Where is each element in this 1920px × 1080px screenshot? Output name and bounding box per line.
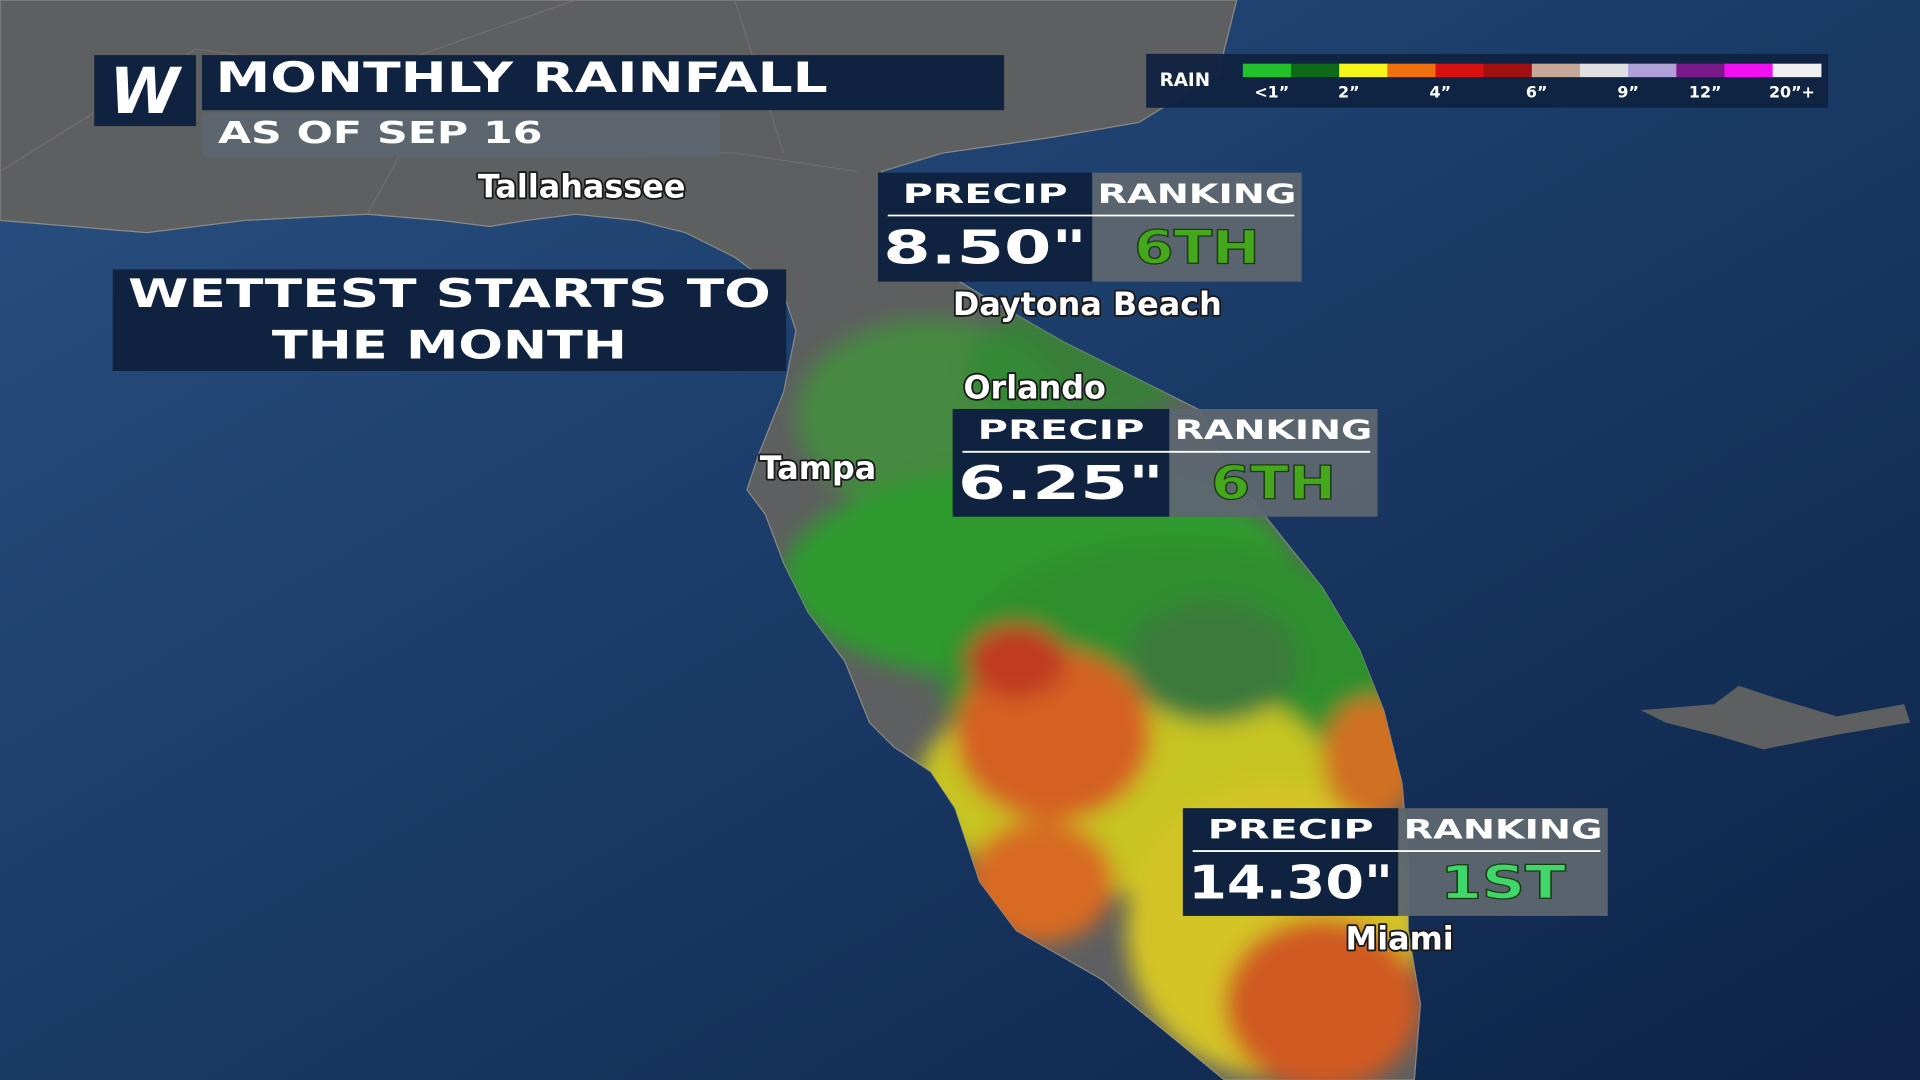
legend-tick-label: 4” (1430, 83, 1452, 102)
legend-swatch (1628, 63, 1677, 78)
ranking-value: 6TH (1134, 221, 1260, 275)
precip-cell (952, 408, 1170, 517)
island (1640, 685, 1911, 750)
city-label: Orlando (963, 368, 1105, 406)
legend-tick-label: 20”+ (1769, 83, 1815, 102)
ranking-value: 1ST (1440, 855, 1566, 909)
legend-scale: <1” 2” 4” 6” 9” 12” 20”+ (1242, 63, 1822, 102)
city-label: Daytona Beach (953, 285, 1222, 323)
stat-boxes: PRECIP RANKING 8.50" 6TH PRECIP RANKING 6.25" 6… (877, 172, 1608, 916)
rain-field (783, 306, 1421, 1080)
legend-tick-label: 12” (1689, 83, 1722, 102)
subtitle: AS OF SEP 16 (218, 116, 542, 151)
legend-tick-label: 9” (1617, 83, 1639, 102)
legend-box (1146, 53, 1829, 108)
subtitle-bar (202, 112, 720, 157)
stat-box: PRECIP RANKING 14.30" 1ST (1182, 808, 1608, 916)
precip-label: PRECIP (1208, 814, 1374, 845)
ranking-cell (1169, 408, 1378, 517)
precip-value: 14.30" (1188, 855, 1393, 909)
rain-area (967, 624, 1066, 698)
callout-box (112, 269, 787, 372)
legend-swatch (1435, 63, 1485, 78)
precip-cell (877, 172, 1093, 282)
precip-value: 6.25" (958, 456, 1164, 510)
ranking-value: 6TH (1211, 456, 1336, 510)
ranking-cell (1398, 808, 1608, 916)
stat-box: PRECIP RANKING 8.50" 6TH (877, 172, 1302, 282)
precip-value: 8.50" (883, 221, 1087, 275)
city-label: Tallahassee (478, 168, 686, 206)
precip-cell (1182, 808, 1399, 916)
legend-swatch (1580, 63, 1629, 78)
callout-line: THE MONTH (272, 323, 627, 368)
precip-label: PRECIP (903, 179, 1068, 210)
rain-area (1224, 918, 1421, 1080)
ranking-cell (1092, 172, 1302, 282)
legend-swatch (1531, 63, 1581, 78)
legend-swatch (1772, 63, 1822, 78)
legend-swatch (1483, 63, 1533, 78)
legend-label: RAIN (1160, 70, 1211, 91)
ranking-label: RANKING (1097, 179, 1296, 210)
logo-box (94, 55, 196, 127)
legend-tick-label: <1” (1254, 83, 1289, 102)
precip-label: PRECIP (978, 415, 1145, 446)
legend-swatch (1387, 63, 1437, 78)
legend-tick-label: 2” (1338, 83, 1360, 102)
stat-box: PRECIP RANKING 6.25" 6TH (952, 408, 1378, 517)
legend-swatch (1724, 63, 1774, 78)
city-label: Tampa (760, 449, 877, 487)
title: MONTHLY RAINFALL (216, 53, 828, 102)
logo: W (109, 55, 182, 129)
city-label: Miami (1346, 919, 1454, 957)
ranking-label: RANKING (1175, 415, 1373, 446)
rain-area (967, 820, 1115, 943)
rain-area (1126, 600, 1298, 723)
title-bar (202, 55, 1005, 111)
legend-swatch (1676, 63, 1726, 78)
legend-swatch (1339, 63, 1388, 78)
legend-tick-label: 6” (1526, 83, 1548, 102)
ranking-label: RANKING (1404, 814, 1603, 845)
callout-line: WETTEST STARTS TO (128, 272, 771, 317)
legend-swatch (1242, 63, 1292, 78)
legend-swatch (1291, 63, 1340, 78)
